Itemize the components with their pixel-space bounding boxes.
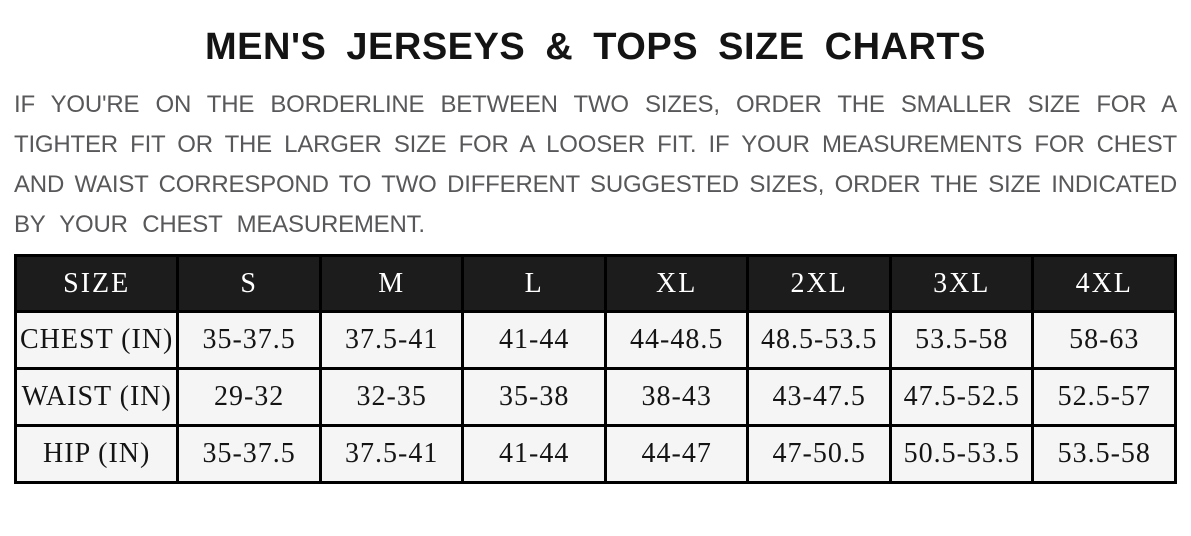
intro-line-1: IF YOU'RE ON THE BORDERLINE BETWEEN TWO … [14,91,1177,118]
cell-chest-xl: 44-48.5 [603,310,750,370]
header-row: SIZE S M L XL 2XL 3XL 4XL [13,254,1177,313]
cell-chest-s: 35-37.5 [176,310,322,370]
column-header-l: L [461,254,607,313]
intro-line-2: TIGHTER FIT OR THE LARGER SIZE FOR A LOO… [14,131,1177,158]
column-header-3xl: 3XL [888,254,1035,313]
cell-hip-3xl: 50.5-53.5 [888,424,1035,484]
row-label-waist: WAIST (IN) [13,367,180,427]
table-row-waist: WAIST (IN) 29-32 32-35 35-38 38-43 43-47… [13,367,1177,427]
column-header-m: M [318,254,465,313]
cell-chest-2xl: 48.5-53.5 [746,310,892,370]
column-header-size: SIZE [13,254,180,313]
cell-hip-xl: 44-47 [603,424,750,484]
cell-waist-3xl: 47.5-52.5 [888,367,1035,427]
column-header-4xl: 4XL [1031,254,1177,313]
cell-waist-s: 29-32 [176,367,322,427]
cell-hip-2xl: 47-50.5 [746,424,892,484]
cell-chest-m: 37.5-41 [318,310,465,370]
intro-paragraph: IF YOU'RE ON THE BORDERLINE BETWEEN TWO … [14,85,1177,245]
size-chart-table: SIZE S M L XL 2XL 3XL 4XL CHEST (IN) 35-… [13,254,1177,484]
cell-hip-l: 41-44 [461,424,607,484]
page-title: MEN'S JERSEYS & TOPS SIZE CHARTS [205,26,986,68]
cell-hip-4xl: 53.5-58 [1031,424,1177,484]
cell-waist-xl: 38-43 [603,367,750,427]
cell-waist-2xl: 43-47.5 [746,367,892,427]
row-label-hip: HIP (IN) [13,424,180,484]
column-header-xl: XL [603,254,750,313]
table-row-chest: CHEST (IN) 35-37.5 37.5-41 41-44 44-48.5… [13,310,1177,370]
column-header-s: S [176,254,322,313]
row-label-chest: CHEST (IN) [13,310,180,370]
intro-line-4: BY YOUR CHEST MEASUREMENT. [14,211,425,238]
cell-waist-l: 35-38 [461,367,607,427]
cell-hip-m: 37.5-41 [318,424,465,484]
cell-chest-4xl: 58-63 [1031,310,1177,370]
cell-hip-s: 35-37.5 [176,424,322,484]
cell-chest-l: 41-44 [461,310,607,370]
cell-waist-m: 32-35 [318,367,465,427]
size-chart-page: MEN'S JERSEYS & TOPS SIZE CHARTS IF YOU'… [0,26,1191,484]
intro-line-3: AND WAIST CORRESPOND TO TWO DIFFERENT SU… [14,171,1177,198]
column-header-2xl: 2XL [746,254,892,313]
cell-waist-4xl: 52.5-57 [1031,367,1177,427]
cell-chest-3xl: 53.5-58 [888,310,1035,370]
table-row-hip: HIP (IN) 35-37.5 37.5-41 41-44 44-47 47-… [13,424,1177,484]
